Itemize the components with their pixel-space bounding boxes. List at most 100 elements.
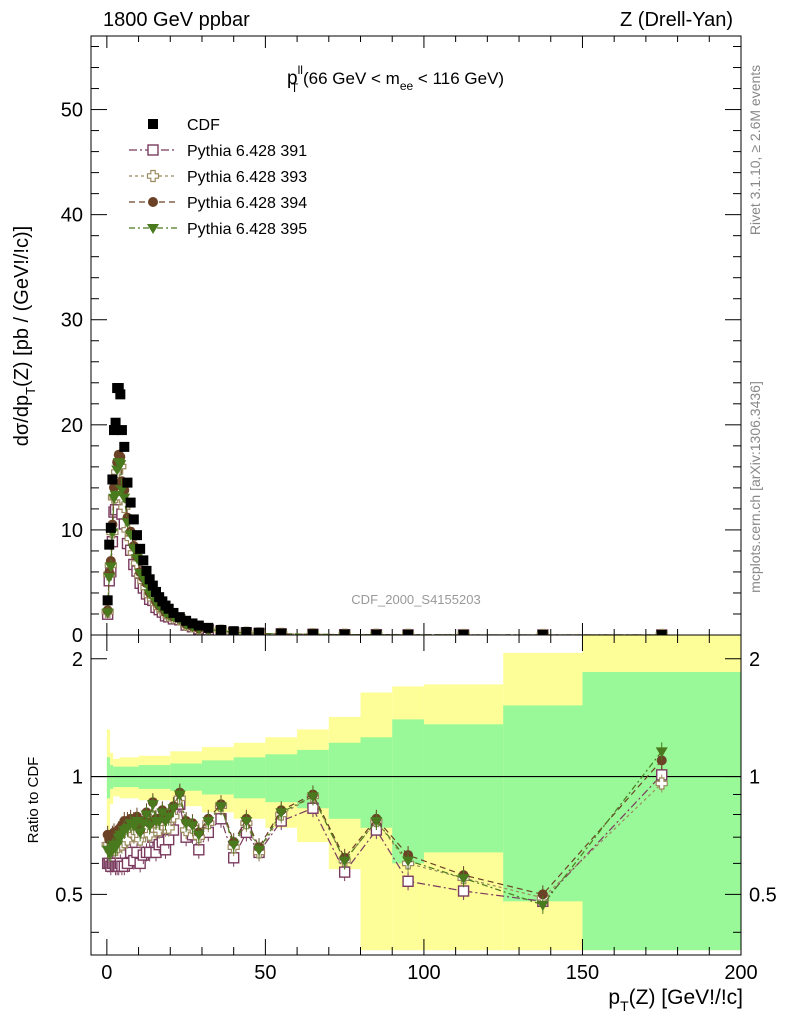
cdf-point [108,425,119,436]
ratio-xtick-label: 200 [724,962,757,984]
ratio-point-3 [656,755,667,766]
cdf-point [116,425,127,436]
main-ylabel-b: (Z) [pb / (GeV!/!c)] [11,226,33,387]
mc-point-4 [114,460,127,471]
legend-label-0: CDF [187,117,220,134]
main-ytick-label: 50 [61,100,83,122]
ratio-point-4 [167,804,180,815]
ratio-point-4 [306,792,319,803]
main-ylabel-sub: T [23,387,38,395]
ratio-point-4 [338,856,351,867]
main-title-p: p [287,68,298,89]
main-title-rest: (66 GeV < m [298,69,400,88]
band-inner-15 [582,672,741,951]
main-title-sub2: ee [400,79,414,93]
ratio-point-4 [186,821,199,832]
main-ytick-label: 40 [61,205,83,227]
ratio-point-4 [536,900,549,911]
main-title-tail: < 116 GeV) [413,69,504,88]
ratio-ytick-label-left: 1 [72,767,83,789]
band-inner-6 [201,760,234,795]
ratio-point-2 [655,777,668,790]
ratio-point-4 [457,874,470,885]
cdf-point [174,612,185,623]
band-inner-0 [106,757,111,799]
ratio-point-4 [146,800,159,811]
main-ytick-label: 30 [61,310,83,332]
cdf-point [458,629,469,635]
cdf-point [216,624,226,635]
cdf-point [241,627,252,635]
mc-line-4 [107,460,662,635]
ratio-point-4 [156,808,169,819]
ratio-point-2 [162,821,175,834]
main-title-sub: T [291,81,299,95]
ratio-point-1 [457,885,470,897]
band-inner-7 [233,757,266,799]
main-panel: 0 10 20 30 40 50 CDF_2000_S4155203 pll T (66 G… [11,35,742,647]
ratio-point-4 [240,816,253,827]
band-inner-13 [423,724,504,853]
main-title-sup: ll [298,63,303,77]
band-inner-8 [265,754,298,803]
main-ylabel-a: dσ/dp [11,395,33,446]
ratio-point-1 [193,844,205,856]
side-text-rivet: Rivet 3.1.10, ≥ 2.6M events [747,65,763,235]
legend-marker-0 [148,119,158,129]
x-axis-label: pT(Z) [GeV!/!c] [608,986,743,1014]
cdf-point [113,383,124,394]
main-ytick-label: 10 [61,520,83,542]
cdf-point [151,586,161,597]
ratio-xtick-label: 0 [101,962,112,984]
ratio-point-4 [143,821,156,832]
ratio-panel: 0 50 100 150 200 0.5 0.5 1 1 2 2 Ratio to CDF pT(Z… [25,634,777,1014]
ratio-ytick-label-left: 2 [72,649,83,671]
ratio-point-4 [202,816,215,827]
xlabel-sub: T [620,998,629,1014]
ratio-xtick-label: 150 [566,962,599,984]
cdf-point [339,629,350,635]
legend: CDF Pythia 6.428 391 Pythia 6.428 393 Pythi… [129,117,307,238]
ratio-plot-frame [90,634,742,956]
ratio-y-axis-label: Ratio to CDF [25,757,42,844]
cdf-point [102,595,113,606]
mc-line-1 [107,488,662,635]
ratio-point-4 [227,840,240,851]
side-text-mcplots: mcplots.cern.ch [arXiv:1306.3436] [747,381,763,593]
cdf-point [144,574,155,585]
ratio-point-4 [215,802,227,813]
legend-label-3: Pythia 6.428 394 [187,195,307,212]
cdf-point [135,543,146,554]
mc-point-4 [103,573,116,584]
ratio-axis-ticks: 0 50 100 150 200 0.5 0.5 1 1 2 2 [55,635,777,984]
ratio-point-4 [370,816,383,827]
main-y-axis-label: dσ/dpT(Z) [pb / (GeV!/!c)] [11,226,38,446]
ratio-xtick-label: 100 [407,962,440,984]
main-ytick-label: 20 [61,415,83,437]
cdf-point [656,629,667,635]
band-inner-10 [328,742,361,819]
cdf-point [128,514,139,525]
main-watermark: CDF_2000_S4155203 [351,592,480,607]
cdf-point [193,620,204,631]
band-inner-14 [503,705,583,902]
cdf-point [131,530,142,541]
main-data [101,383,668,635]
mc-point-4 [115,485,128,496]
cdf-point [122,477,133,488]
legend-label-2: Pythia 6.428 393 [187,169,307,186]
ratio-ytick-label-right: 2 [749,649,760,671]
header-left: 1800 GeV ppbar [103,9,250,31]
header-right: Z (Drell-Yan) [620,9,733,31]
cdf-point [254,627,265,635]
ratio-data [91,742,741,914]
cdf-point [107,474,118,485]
ratio-point-4 [173,790,186,801]
ratio-point-4 [253,845,266,856]
uncertainty-bands [106,635,741,951]
cdf-point [276,628,287,635]
cdf-point [537,629,548,635]
cdf-point [181,615,192,626]
legend-marker-1 [147,144,159,156]
cdf-point [104,539,115,550]
